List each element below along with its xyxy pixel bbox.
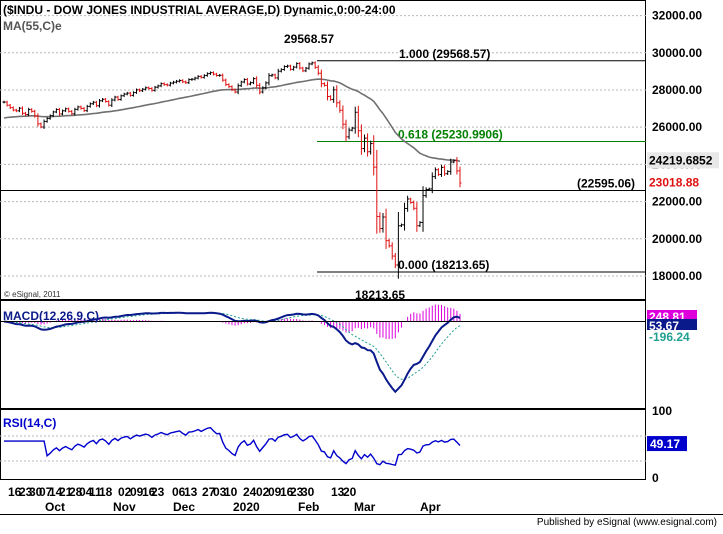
fib-level-label: 1.000 (29568.57)	[399, 47, 490, 61]
time-month-label: Feb	[298, 500, 319, 514]
price-pane[interactable]	[0, 0, 646, 300]
time-month-label: Nov	[113, 500, 136, 514]
time-tick-label: 13	[331, 485, 345, 499]
time-month-label: 2020	[233, 500, 260, 514]
macd-signal-line	[3, 312, 461, 380]
rsi-label: RSI(14,C)	[3, 416, 56, 430]
macd-flag-bg	[647, 319, 697, 332]
time-month-label: Oct	[45, 500, 65, 514]
time-tick-label: 30	[29, 485, 43, 499]
copyright-text: © eSignal, 2011	[4, 290, 61, 299]
price-flag-bg	[647, 174, 719, 191]
fib-level-label: 0.618 (25230.9906)	[398, 127, 503, 141]
rsi-axis: 10050049.17	[647, 404, 687, 485]
price-bars	[2, 61, 462, 279]
time-tick-label: 11	[89, 485, 102, 499]
time-month-label: Mar	[354, 500, 376, 514]
time-tick-label: 28	[69, 485, 83, 499]
price-flag-label: 24219.6852	[649, 153, 713, 167]
time-tick-label: 13	[184, 485, 198, 499]
time-tick-label: 18	[99, 485, 113, 499]
fib-level-label: 0.000 (18213.65)	[398, 258, 489, 272]
price-tick-label: 20000.00	[652, 232, 702, 246]
macd-label: MACD(12,26,9,C)	[3, 309, 99, 323]
price-tick-label: 18000.00	[652, 269, 702, 283]
time-tick-label: 09	[268, 485, 282, 499]
time-month-label: Dec	[173, 500, 195, 514]
price-tick-label: 22000.00	[652, 195, 702, 209]
time-tick-label: 20	[343, 485, 357, 499]
time-tick-label: 04	[79, 485, 93, 499]
high-annotation: 29568.57	[284, 32, 334, 46]
macd-flag-bg	[647, 330, 697, 343]
time-tick-label: 23	[290, 485, 304, 499]
price-tick-label: 28000.00	[652, 83, 702, 97]
time-tick-label: 06	[172, 485, 186, 499]
time-tick-label: 23	[151, 485, 165, 499]
price-flag-bg	[647, 152, 719, 169]
low-annotation: 18213.65	[355, 288, 405, 302]
time-tick-label: 07	[39, 485, 53, 499]
macd-flag-label: 53.67	[649, 319, 679, 333]
time-tick-label: 23	[19, 485, 33, 499]
time-tick-label: 10	[224, 485, 238, 499]
rsi-tick-label: 0	[652, 471, 659, 485]
price-tick-label: 32000.00	[652, 9, 702, 23]
time-tick-label: 14	[49, 485, 63, 499]
time-tick-label: 02	[118, 485, 132, 499]
price-flag-label: 23018.88	[649, 176, 699, 190]
time-tick-label: 09	[130, 485, 144, 499]
time-month-label: Apr	[420, 500, 441, 514]
rsi-line	[4, 426, 461, 467]
time-tick-label: 02	[256, 485, 270, 499]
time-tick-label: 24	[243, 485, 257, 499]
price-tick-label: 26000.00	[652, 120, 702, 134]
footer-text: Published by eSignal (www.esignal.com)	[537, 517, 717, 528]
time-tick-label: 27	[202, 485, 216, 499]
time-tick-label: 16	[142, 485, 156, 499]
rsi-flag-label: 49.17	[650, 437, 680, 451]
time-tick-label: 16	[280, 485, 294, 499]
macd-flag-label: -196.24	[649, 330, 690, 344]
chart-title: ($INDU - DOW JONES INDUSTRIAL AVERAGE,D)…	[3, 3, 396, 17]
price-tick-label: 30000.00	[652, 46, 702, 60]
price-value-flags: 24219.6852 23018.88	[647, 152, 719, 191]
price-axis: 32000.0030000.0028000.0026000.0024000.00…	[652, 9, 702, 283]
time-tick-label: 21	[59, 485, 73, 499]
fib-levels: 1.000 (29568.57) 0.618 (25230.9906) (22595…	[0, 47, 646, 273]
rsi-flag-bg	[647, 436, 687, 452]
macd-line	[3, 311, 461, 394]
time-tick-label: 16	[8, 485, 22, 499]
rsi-pane[interactable]	[0, 409, 646, 480]
time-tick-label: 30	[301, 485, 315, 499]
rsi-tick-label: 100	[652, 404, 672, 418]
time-axis	[0, 480, 646, 515]
fib-level-label: (22595.06)	[577, 177, 635, 191]
ma-label: MA(55,C)e	[3, 19, 62, 33]
time-tick-label: 03	[213, 485, 227, 499]
